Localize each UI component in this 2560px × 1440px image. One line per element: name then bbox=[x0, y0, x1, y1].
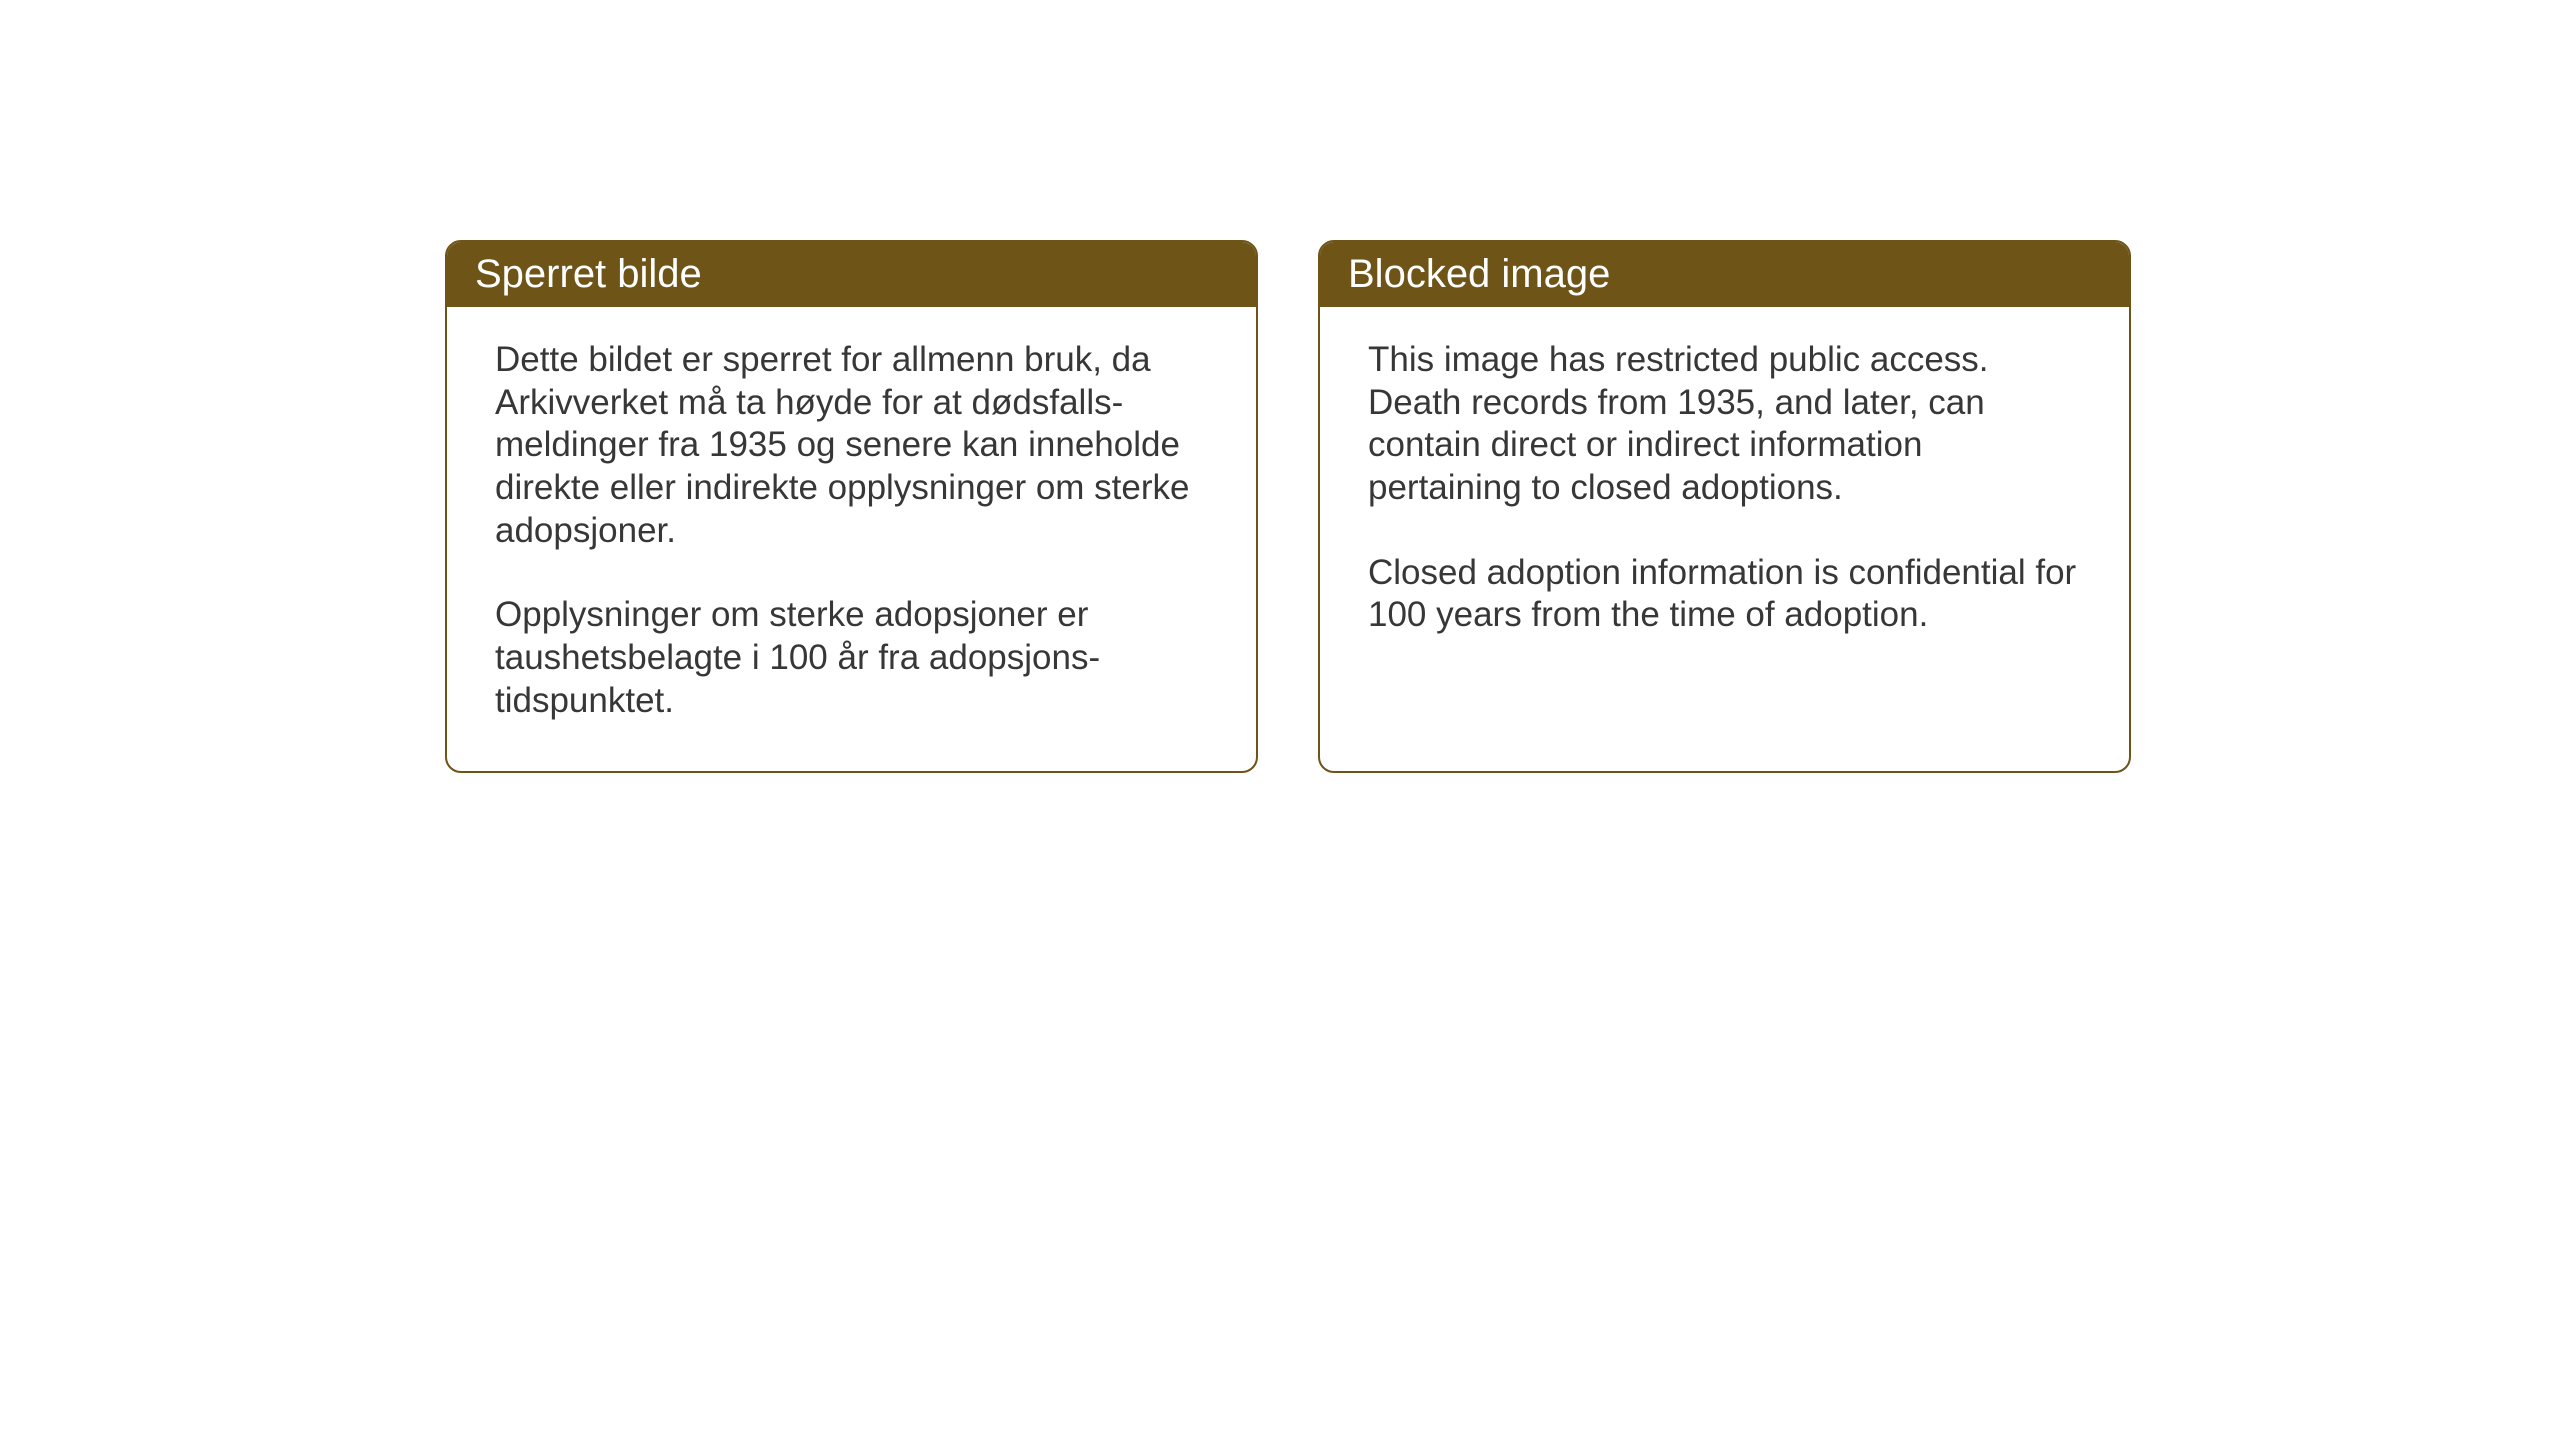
notice-card-english: Blocked image This image has restricted … bbox=[1318, 240, 2131, 773]
notice-paragraph-2-english: Closed adoption information is confident… bbox=[1368, 552, 2081, 637]
notice-title-english: Blocked image bbox=[1348, 252, 1610, 296]
notice-header-english: Blocked image bbox=[1320, 242, 2129, 307]
notice-paragraph-2-norwegian: Opplysninger om sterke adopsjoner er tau… bbox=[495, 594, 1208, 722]
notice-container: Sperret bilde Dette bildet er sperret fo… bbox=[445, 240, 2131, 773]
notice-header-norwegian: Sperret bilde bbox=[447, 242, 1256, 307]
notice-paragraph-1-norwegian: Dette bildet er sperret for allmenn bruk… bbox=[495, 339, 1208, 552]
notice-body-norwegian: Dette bildet er sperret for allmenn bruk… bbox=[447, 307, 1256, 771]
notice-title-norwegian: Sperret bilde bbox=[475, 252, 702, 296]
notice-card-norwegian: Sperret bilde Dette bildet er sperret fo… bbox=[445, 240, 1258, 773]
notice-body-english: This image has restricted public access.… bbox=[1320, 307, 2129, 685]
notice-paragraph-1-english: This image has restricted public access.… bbox=[1368, 339, 2081, 510]
